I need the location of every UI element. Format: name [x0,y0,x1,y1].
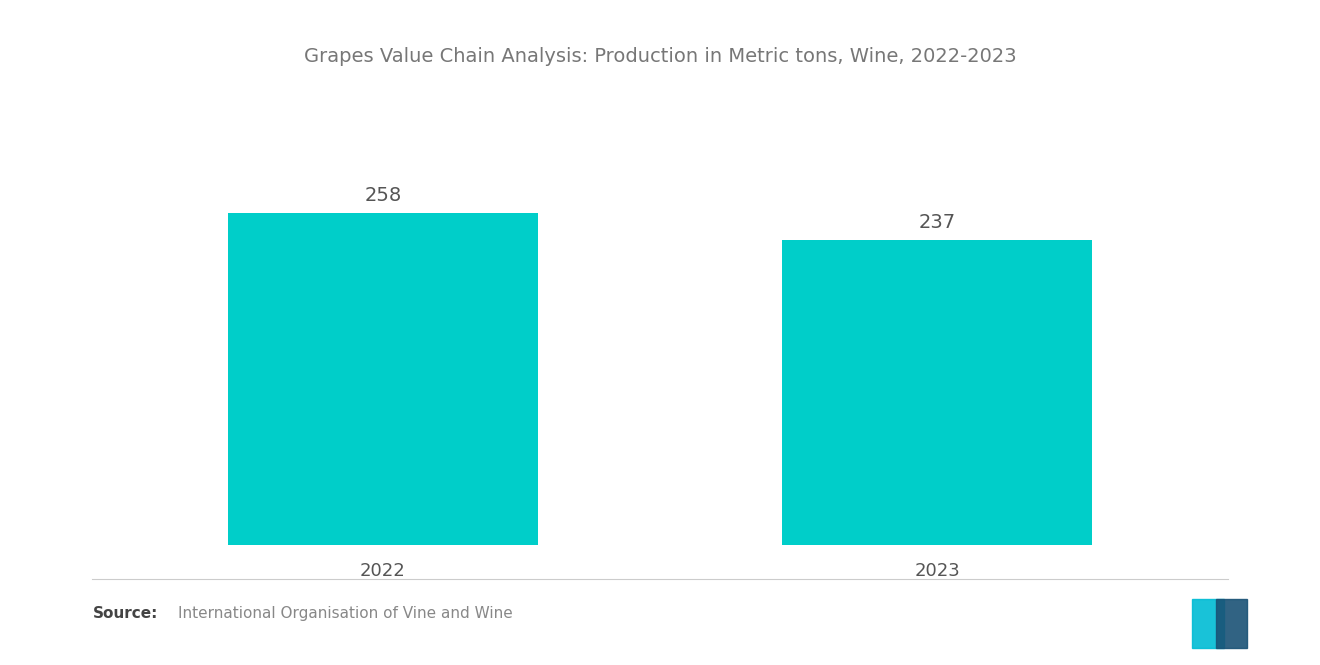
Bar [227,213,539,545]
Text: International Organisation of Vine and Wine: International Organisation of Vine and W… [178,606,513,622]
Text: Grapes Value Chain Analysis: Production in Metric tons, Wine, 2022-2023: Grapes Value Chain Analysis: Production … [304,47,1016,66]
Polygon shape [1192,598,1224,648]
Bar [781,240,1093,545]
Text: Source:: Source: [92,606,158,622]
Polygon shape [1216,598,1247,648]
Text: 237: 237 [919,213,956,232]
Text: 258: 258 [364,186,401,205]
